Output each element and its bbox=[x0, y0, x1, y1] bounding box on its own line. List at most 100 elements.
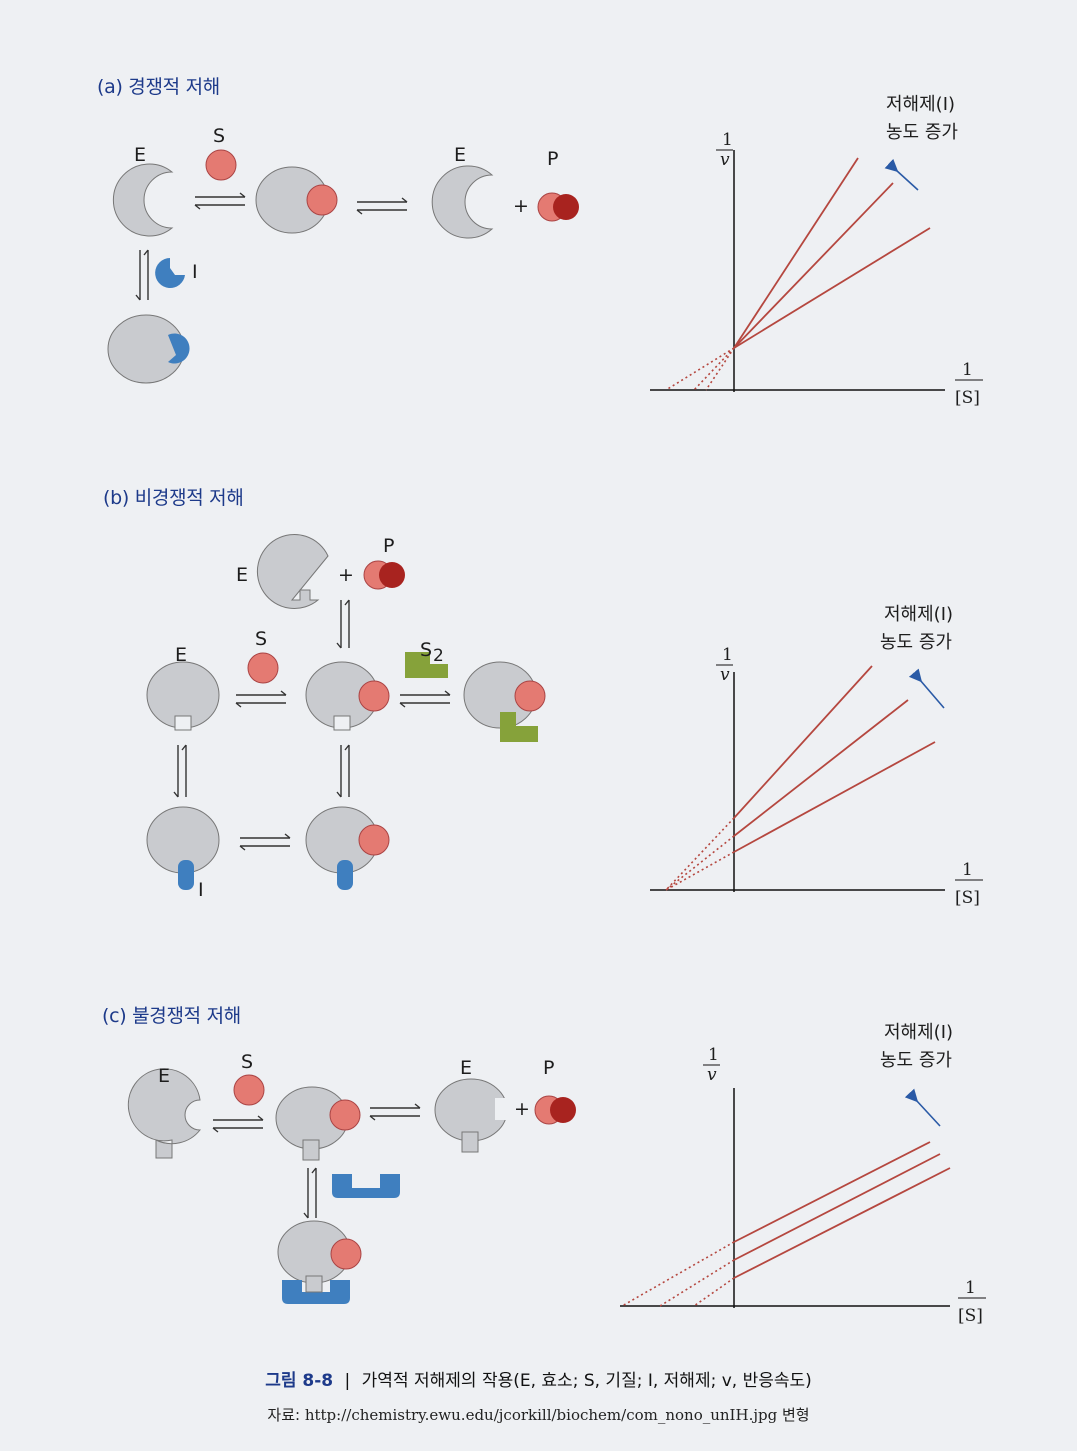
caption-separator: | bbox=[344, 1371, 351, 1391]
enzyme-shape bbox=[107, 314, 185, 384]
substrate-circle bbox=[329, 1099, 361, 1131]
product-circle bbox=[550, 1097, 576, 1123]
enzyme-shape bbox=[256, 534, 329, 609]
series-extrapolation bbox=[665, 347, 735, 391]
figure-caption: 그림 8-8 | 가역적 저해제의 작용(E, 효소; S, 기질; I, 저해… bbox=[0, 1366, 1077, 1391]
x-axis-label-den: [S] bbox=[955, 388, 980, 408]
source-url: http://chemistry.ewu.edu/jcorkill/bioche… bbox=[304, 1406, 778, 1424]
equilibrium-arrow bbox=[194, 192, 246, 210]
scheme-competitive: E S E + P bbox=[107, 125, 579, 384]
series-extrapolation bbox=[665, 835, 735, 891]
annotation-line1: 저해제(I) bbox=[884, 1022, 953, 1043]
enzyme-shape bbox=[112, 163, 174, 237]
product-label: P bbox=[383, 535, 394, 557]
series-extrapolation bbox=[621, 1241, 735, 1307]
product-label: P bbox=[543, 1057, 554, 1079]
inhibitor-shape bbox=[337, 860, 353, 890]
inhibitor-shape bbox=[178, 860, 194, 890]
series-line bbox=[733, 1153, 941, 1261]
inhibitor-shape bbox=[168, 333, 190, 364]
substrate-circle bbox=[306, 184, 338, 216]
series-extrapolation bbox=[693, 1277, 735, 1307]
series-line bbox=[733, 182, 894, 349]
increase-arrow bbox=[904, 1088, 941, 1127]
substrate-circle bbox=[233, 1074, 265, 1106]
substrate-label: S bbox=[241, 1051, 253, 1073]
plus-sign: + bbox=[338, 564, 354, 586]
series-extrapolation bbox=[665, 817, 735, 891]
substrate-circle bbox=[358, 824, 390, 856]
y-axis-label-num: 1 bbox=[708, 1045, 719, 1065]
y-axis-label-den: v bbox=[707, 1065, 717, 1085]
series-extrapolation bbox=[693, 347, 735, 391]
lineweaver-burk-plot-noncompetitive: 1 v 1 [S] 저해제(I) 농도 증가 bbox=[650, 604, 983, 908]
plus-sign: + bbox=[513, 195, 529, 217]
x-axis-label-num: 1 bbox=[965, 1278, 976, 1298]
scheme-noncompetitive: E + P E S bbox=[146, 534, 546, 901]
extrapolation-lines bbox=[665, 347, 735, 391]
annotation-line2: 농도 증가 bbox=[880, 632, 952, 653]
data-lines bbox=[733, 157, 931, 349]
substrate-circle bbox=[514, 680, 546, 712]
equilibrium-arrow bbox=[239, 833, 291, 851]
equilibrium-arrow bbox=[212, 1115, 264, 1133]
inhibitor-label: I bbox=[198, 879, 204, 901]
s2-label: S bbox=[420, 639, 432, 661]
enzyme-label: E bbox=[460, 1057, 472, 1079]
series-extrapolation bbox=[659, 1259, 735, 1307]
x-axis-label-num: 1 bbox=[962, 860, 973, 880]
data-lines bbox=[733, 665, 936, 853]
s2-subscript: 2 bbox=[433, 646, 444, 666]
figure-number: 그림 8-8 bbox=[265, 1371, 334, 1391]
series-extrapolation bbox=[705, 347, 735, 391]
vertical-equilibrium-arrow bbox=[135, 249, 149, 301]
series-line bbox=[733, 665, 873, 819]
s2-shape bbox=[405, 652, 448, 678]
y-axis-label-num: 1 bbox=[722, 130, 733, 150]
series-line bbox=[733, 1141, 931, 1243]
enzyme-label: E bbox=[175, 644, 187, 666]
equilibrium-arrow bbox=[235, 690, 287, 708]
annotation-line2: 농도 증가 bbox=[880, 1050, 952, 1071]
substrate-label: S bbox=[213, 125, 225, 147]
y-axis-label-den: v bbox=[720, 150, 730, 170]
series-line bbox=[733, 157, 859, 349]
series-line bbox=[733, 1167, 951, 1279]
section-title-uncompetitive: (c) 불경쟁적 저해 bbox=[102, 1005, 241, 1027]
product-circle bbox=[553, 194, 579, 220]
substrate-circle bbox=[330, 1238, 362, 1270]
enzyme-label: E bbox=[158, 1065, 170, 1087]
annotation-line1: 저해제(I) bbox=[886, 94, 955, 115]
enzyme-shape bbox=[127, 1068, 202, 1159]
increase-arrow bbox=[884, 158, 919, 191]
source-suffix: 변형 bbox=[781, 1406, 810, 1424]
annotation-line1: 저해제(I) bbox=[884, 604, 953, 625]
series-line bbox=[733, 227, 931, 349]
product-label: P bbox=[547, 148, 558, 170]
y-axis-label-num: 1 bbox=[722, 645, 733, 665]
section-title-noncompetitive: (b) 비경쟁적 저해 bbox=[103, 487, 244, 509]
lineweaver-burk-plot-uncompetitive: 1 v 1 [S] 저해제(I) 농도 증가 bbox=[620, 1022, 986, 1326]
substrate-circle bbox=[205, 149, 237, 181]
vertical-equilibrium-arrow bbox=[336, 599, 350, 649]
enzyme-shape bbox=[431, 165, 494, 239]
equilibrium-arrow bbox=[369, 1103, 421, 1121]
vertical-equilibrium-arrow bbox=[303, 1167, 317, 1219]
series-line bbox=[733, 741, 936, 853]
enzyme-label: E bbox=[134, 144, 146, 166]
x-axis-label-den: [S] bbox=[955, 888, 980, 908]
substrate-label: S bbox=[255, 628, 267, 650]
source-prefix: 자료: bbox=[267, 1406, 301, 1424]
series-extrapolation bbox=[665, 851, 735, 891]
equilibrium-arrow bbox=[399, 690, 451, 708]
inhibitor-shape bbox=[332, 1174, 400, 1198]
extrapolation-lines bbox=[621, 1241, 735, 1307]
plus-sign: + bbox=[514, 1098, 530, 1120]
enzyme-label: E bbox=[236, 564, 248, 586]
scheme-uncompetitive: E S E + P bbox=[127, 1051, 576, 1304]
increase-arrow bbox=[908, 668, 945, 709]
y-axis-label-den: v bbox=[720, 665, 730, 685]
x-axis-label-den: [S] bbox=[958, 1306, 983, 1326]
